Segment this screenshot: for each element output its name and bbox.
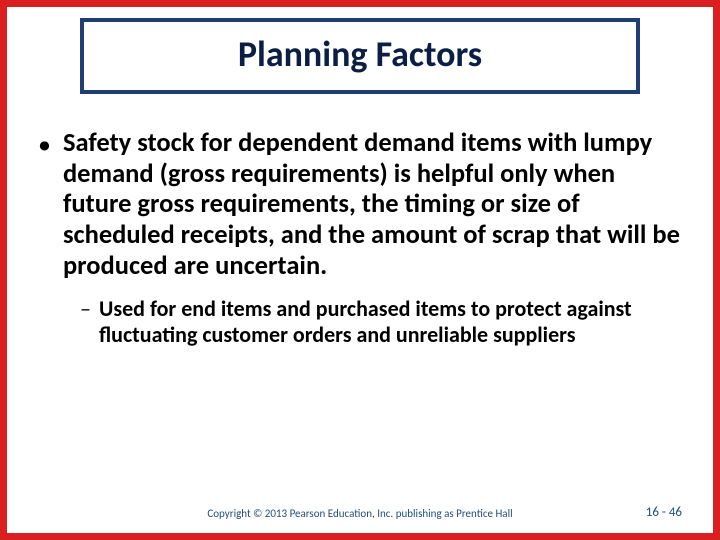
bullet-marker: •	[38, 128, 51, 160]
title-box: Planning Factors	[80, 18, 640, 94]
sub-bullet-text: Used for end items and purchased items t…	[99, 296, 682, 348]
bullet-text: Safety stock for dependent demand items …	[63, 128, 682, 282]
footer-copyright: Copyright © 2013 Pearson Education, Inc.…	[0, 507, 720, 520]
slide-title: Planning Factors	[84, 32, 636, 76]
footer-page-number: 16 - 46	[646, 505, 682, 520]
content-area: • Safety stock for dependent demand item…	[38, 128, 682, 348]
sub-bullet-item: – Used for end items and purchased items…	[80, 296, 682, 348]
bullet-item: • Safety stock for dependent demand item…	[38, 128, 682, 282]
sub-bullet-marker: –	[80, 296, 91, 322]
